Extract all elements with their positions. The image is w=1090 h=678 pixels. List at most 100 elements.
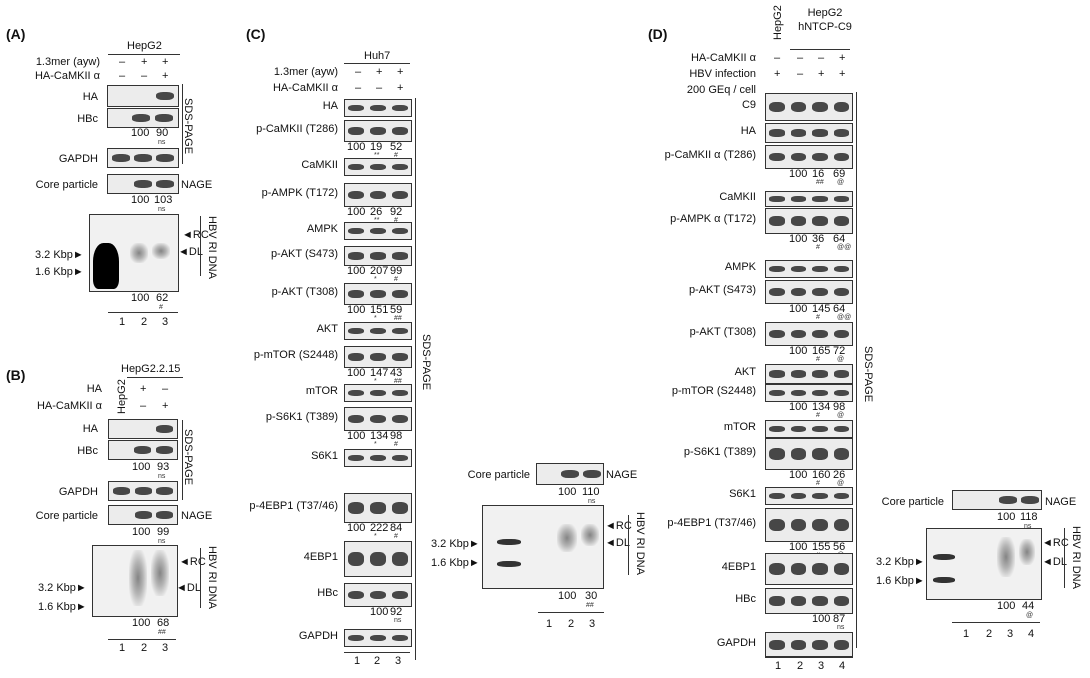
panel-d-row-2: HBV infection [689, 68, 756, 80]
p-ampk-t172-val-2: 36 [812, 233, 825, 245]
band-lane-4 [833, 152, 849, 162]
p-camkii-t286-sig-2: ## [816, 179, 824, 186]
p-mtor-s2448-sig-3: ## [394, 378, 402, 385]
panel-b-row-1: HA [86, 383, 102, 395]
p-camkii-t286-sig-3: # [394, 152, 398, 159]
band-lane-2 [370, 634, 386, 642]
core-particle-label: Core particle [881, 496, 944, 508]
p-s6k1-t389-val-1: 100 [789, 469, 808, 481]
band-lane-2 [790, 596, 806, 606]
blot-label-ampk: AMPK [306, 223, 338, 235]
blot-ha [765, 123, 853, 143]
band-lane-1 [769, 216, 785, 226]
kbp-3-2: 3.2 Kbp► [876, 556, 925, 568]
sds-page-label: SDS-PAGE [862, 346, 874, 403]
band-lane-1 [348, 190, 364, 200]
band-lane-3 [392, 552, 408, 566]
blot-label-gapdh: GAPDH [58, 153, 98, 165]
panel-d-row-3: 200 GEq / cell [686, 84, 756, 96]
band-lane-1 [348, 327, 364, 335]
p-s6k1-t389-val-2: 160 [812, 469, 831, 481]
band-lane-2 [370, 353, 386, 361]
p-ampk-t172-val-3: 64 [833, 233, 846, 245]
band-lane-4 [833, 101, 849, 113]
blot-4ebp1 [765, 553, 853, 585]
band-lane-1 [769, 265, 785, 273]
nage-label: NAGE [181, 510, 213, 522]
blot-label-camkii: CaMKII [719, 191, 756, 203]
blot-label-ha: HA [82, 423, 98, 435]
p-akt-s473-sig-2: # [816, 314, 820, 321]
band-lane-4 [833, 129, 849, 137]
lane-number-2: 2 [797, 660, 804, 672]
hbv-ri-dna-label: HBV RI DNA [634, 512, 646, 575]
band-lane-2 [790, 448, 806, 460]
p-4ebp1-t37-46-val-1: 100 [789, 541, 808, 553]
band-lane-1 [348, 634, 364, 642]
band-lane-2 [370, 290, 386, 298]
band-lane-2 [370, 252, 386, 260]
lane-number-1: 1 [775, 660, 782, 672]
band-lane-4 [833, 370, 849, 378]
lane-number-3: 3 [589, 618, 596, 630]
dna-gel [89, 214, 179, 292]
panel-c-row-2: HA-CaMKII α [272, 82, 338, 94]
band-lane-2 [370, 227, 386, 235]
band-lane-4 [833, 492, 849, 500]
rc-marker: ◄RC [182, 229, 209, 241]
p-mtor-s2448-sig-3: @ [837, 412, 845, 419]
core-val-3: 99 [157, 526, 170, 538]
p-mtor-s2448-sig-2: * [374, 378, 377, 385]
dna-gel [92, 545, 178, 617]
band-lane-2 [790, 216, 806, 226]
kbp-1-6: 1.6 Kbp► [431, 557, 480, 569]
p-mtor-s2448-val-3: 98 [833, 401, 846, 413]
p-s6k1-t389-sig-2: * [374, 441, 377, 448]
lane-number-1: 1 [119, 316, 126, 328]
core-sig-3: ns [588, 498, 596, 505]
p-ampk-t172-val-2: 26 [370, 206, 383, 218]
p-4ebp1-t37-46-val-3: 84 [390, 522, 403, 534]
band-lane-1 [769, 129, 785, 137]
core-val-3: 100 [997, 511, 1016, 523]
band-lane-3 [392, 290, 408, 298]
kbp-1-6: 1.6 Kbp► [35, 266, 84, 278]
lane-number-2: 2 [568, 618, 575, 630]
p-akt-t308-sig-3: ## [394, 315, 402, 322]
blot-camkii [765, 191, 853, 207]
sign-r2-c1: – [119, 70, 126, 82]
p-mtor-s2448-val-3: 43 [390, 367, 403, 379]
sign-r2-c3: + [397, 82, 404, 94]
p-akt-t308-val-2: 151 [370, 304, 389, 316]
blot-p-camkii-t286 [765, 145, 853, 169]
p-akt-t308-val-3: 59 [390, 304, 403, 316]
band-lane-2 [370, 190, 386, 200]
lane-number-1: 1 [546, 618, 553, 630]
p-akt-t308-sig-3: @ [837, 356, 845, 363]
sign-r1-c1: + [140, 383, 147, 395]
blot-label-ha: HA [322, 100, 338, 112]
band-lane-4 [833, 287, 849, 297]
p-mtor-s2448-sig-2: # [816, 412, 820, 419]
hbc-val-3: 90 [156, 127, 169, 139]
lane-number-3: 3 [1007, 628, 1014, 640]
band-lane-2 [790, 152, 806, 162]
band-lane-3 [812, 448, 828, 460]
blot-label-camkii: CaMKII [301, 159, 338, 171]
lane-number-3: 3 [162, 316, 169, 328]
p-ampk-t172-sig-2: # [816, 244, 820, 251]
band-lane-2 [790, 287, 806, 297]
sign-r2-c2: – [376, 82, 383, 94]
band-lane-1 [348, 454, 364, 462]
p-s6k1-t389-sig-3: # [394, 441, 398, 448]
blot-label-ha: HA [740, 125, 756, 137]
band-lane-1 [769, 101, 785, 113]
band-lane-2 [370, 389, 386, 397]
blot-label-gapdh: GAPDH [298, 630, 338, 642]
dna-gel [482, 505, 604, 589]
blot-label-p-s6k1-t389: p-S6K1 (T389) [265, 411, 338, 423]
dl-marker: ◄DL [178, 246, 203, 258]
p-akt-s473-val-3: 99 [390, 265, 403, 277]
blot-ampk [344, 222, 412, 240]
blot-label-c9: C9 [741, 99, 756, 111]
